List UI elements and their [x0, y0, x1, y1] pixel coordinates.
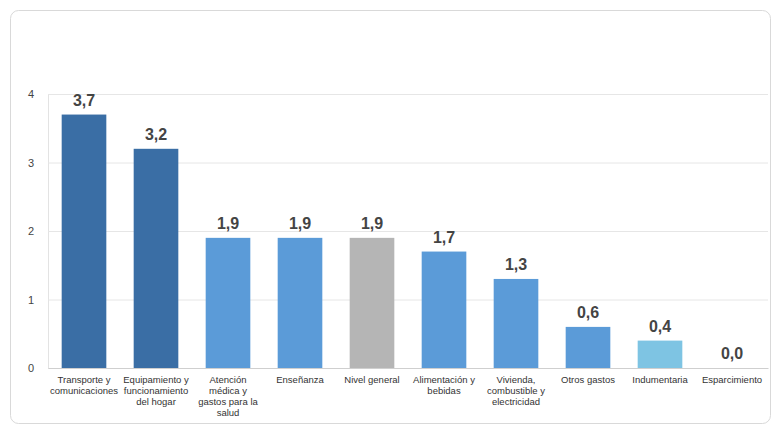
data-label: 3,7 [73, 92, 95, 109]
x-tick-label: Otros gastos [561, 374, 615, 385]
x-tick-label: Esparcimiento [702, 374, 762, 385]
y-axis: 0 1 2 3 4 [28, 88, 768, 374]
x-tick: Vivienda,combustible yelectricidad [487, 368, 545, 407]
x-tick: Nivel general [344, 368, 399, 385]
data-label: 0,0 [721, 345, 743, 362]
bar [278, 238, 323, 368]
bar [494, 279, 539, 368]
x-tick: Alimentación ybebidas [413, 368, 475, 396]
y-axis-line [49, 95, 769, 369]
x-tick: Transporte ycomunicaciones [50, 368, 118, 396]
x-tick: Atenciónmédica ygastos para lasalud [198, 368, 258, 418]
chart: 0 1 2 3 4 3,7 3,2 1,9 1,9 1,9 1,7 1,3 0,6 0,4 0,0 Trans… [0, 0, 781, 434]
data-label: 1,9 [361, 215, 383, 232]
x-tick-label: Indumentaria [632, 374, 688, 385]
x-tick-label: Equipamiento yfuncionamientodel hogar [123, 374, 189, 407]
data-label: 3,2 [145, 126, 167, 143]
data-label: 1,3 [505, 256, 527, 273]
y-tick-label: 2 [28, 225, 34, 237]
bar [350, 238, 395, 368]
x-tick-label: Enseñanza [276, 374, 324, 385]
x-axis: Transporte ycomunicacionesEquipamiento y… [49, 368, 769, 418]
data-label: 1,9 [217, 215, 239, 232]
data-label: 1,9 [289, 215, 311, 232]
bar [710, 368, 755, 369]
data-label: 0,4 [649, 318, 671, 335]
x-tick-label: Vivienda,combustible yelectricidad [487, 374, 545, 407]
grid-line [48, 94, 768, 95]
x-tick: Otros gastos [561, 368, 615, 385]
x-tick: Indumentaria [632, 368, 688, 385]
x-tick: Esparcimiento [702, 368, 762, 385]
x-tick-label: Transporte ycomunicaciones [50, 374, 118, 396]
y-tick-label: 4 [28, 88, 34, 100]
y-tick-label: 3 [28, 157, 34, 169]
x-tick: Enseñanza [276, 368, 324, 385]
bars [62, 115, 683, 368]
x-tick: Equipamiento yfuncionamientodel hogar [123, 368, 189, 407]
y-tick-label: 0 [28, 362, 34, 374]
data-label: 0,6 [577, 304, 599, 321]
bar [566, 327, 611, 368]
data-label: 1,7 [433, 229, 455, 246]
x-axis-line [49, 368, 769, 369]
x-tick-label: Atenciónmédica ygastos para lasalud [198, 374, 258, 418]
data-labels: 3,7 3,2 1,9 1,9 1,9 1,7 1,3 0,6 0,4 0,0 [73, 92, 743, 362]
bar [134, 149, 179, 368]
y-tick: 4 [28, 88, 768, 100]
x-tick-label: Alimentación ybebidas [413, 374, 475, 396]
x-tick-label: Nivel general [344, 374, 399, 385]
grid-line [48, 368, 768, 369]
frame [11, 11, 771, 424]
bar [206, 238, 251, 368]
bar [638, 341, 683, 368]
y-tick-label: 1 [28, 294, 34, 306]
bar [62, 115, 107, 368]
bar [422, 252, 467, 368]
